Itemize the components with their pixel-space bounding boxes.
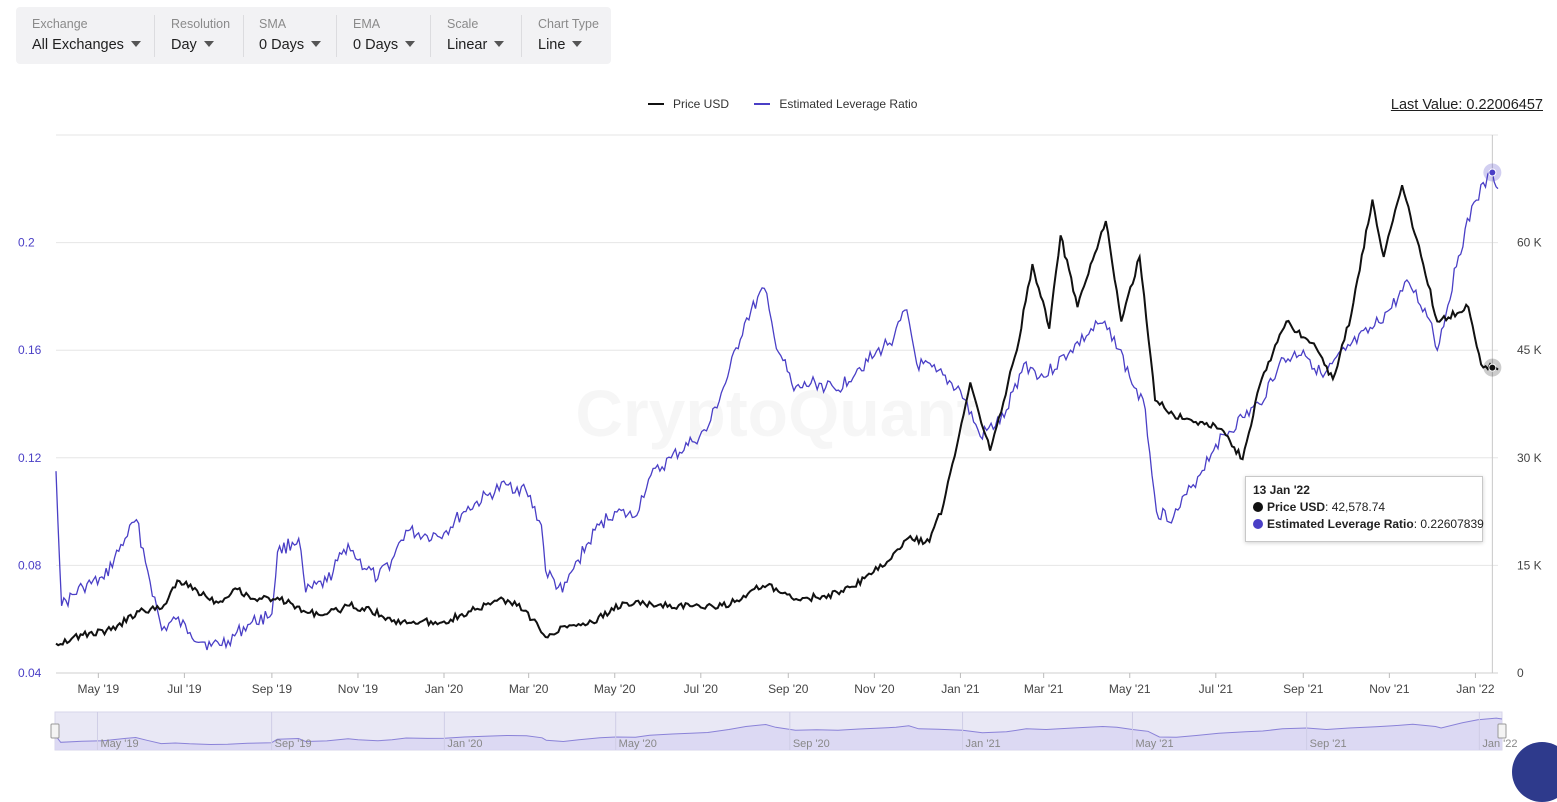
x-tick-label: Jan '22 [1456, 682, 1495, 696]
x-tick-label: Jul '21 [1199, 682, 1234, 696]
chart-legend: Price USD Estimated Leverage Ratio [648, 97, 939, 111]
x-tick-label: May '19 [78, 682, 120, 696]
y-left-tick-label: 0.16 [18, 343, 42, 357]
resolution-value: Day [171, 37, 197, 53]
navigator-tick-label: Jan '22 [1482, 738, 1517, 750]
y-left-tick-label: 0.12 [18, 451, 42, 465]
caret-down-icon [494, 41, 505, 47]
hover-marker-ratio [1488, 168, 1497, 177]
navigator-tick-label: Sep '19 [275, 738, 312, 750]
divider [336, 15, 337, 57]
tooltip-ratio-value: : 0.22607839 [1413, 517, 1484, 531]
series-line-price-usd [55, 184, 1499, 647]
ema-label: EMA [353, 17, 381, 31]
x-tick-label: May '21 [1109, 682, 1151, 696]
navigator-tick-label: Jan '21 [966, 738, 1001, 750]
y-right-tick-label: 0 [1517, 666, 1524, 680]
hover-marker-price [1488, 363, 1497, 372]
y-right-tick-label: 15 K [1517, 558, 1542, 572]
x-tick-label: Jul '20 [684, 682, 719, 696]
x-tick-label: Sep '21 [1283, 682, 1324, 696]
x-tick-label: Sep '20 [768, 682, 809, 696]
navigator-tick-label: May '20 [619, 738, 657, 750]
exchange-label: Exchange [32, 17, 88, 31]
chart-type-label: Chart Type [538, 17, 599, 31]
navigator-tick-label: Sep '20 [793, 738, 830, 750]
last-value-link[interactable]: Last Value: 0.22006457 [1390, 97, 1543, 113]
x-tick-label: Nov '19 [338, 682, 379, 696]
chart-tooltip: 13 Jan '22 Price USD: 42,578.74 Estimate… [1245, 476, 1484, 542]
legend-swatch [754, 103, 771, 105]
navigator-tick-label: May '21 [1135, 738, 1173, 750]
x-tick-label: Nov '20 [854, 682, 895, 696]
y-right-tick-label: 30 K [1517, 451, 1542, 465]
legend-label-ratio: Estimated Leverage Ratio [779, 97, 918, 111]
divider [154, 15, 155, 57]
y-left-tick-label: 0.08 [18, 558, 42, 572]
x-tick-label: Sep '19 [252, 682, 293, 696]
chart-toolbar: Exchange All Exchanges Resolution Day SM… [16, 7, 611, 64]
chart-area[interactable]: CryptoQuant 0.04 0.08 0.12 0.16 0.2 0 15 K 30 K 4… [0, 0, 1557, 770]
x-tick-label: May '20 [594, 682, 636, 696]
y-right-tick-label: 45 K [1517, 343, 1542, 357]
tooltip-date: 13 Jan '22 [1253, 483, 1310, 497]
tooltip-price-label: Price USD [1267, 500, 1326, 514]
resolution-label: Resolution [171, 17, 231, 31]
divider [430, 15, 431, 57]
navigator-line [54, 717, 1503, 746]
divider [521, 15, 522, 57]
tooltip-price-value: : 42,578.74 [1325, 500, 1386, 514]
x-tick-label: Jan '21 [941, 682, 980, 696]
chat-widget-button[interactable] [1512, 742, 1557, 802]
navigator-tick-label: Sep '21 [1310, 738, 1347, 750]
caret-down-icon [311, 41, 322, 47]
legend-label-price: Price USD [673, 97, 730, 111]
tooltip-dot [1253, 519, 1263, 529]
y-right-tick-label: 60 K [1517, 236, 1542, 250]
divider [243, 15, 244, 57]
sma-value: 0 Days [259, 37, 305, 53]
x-tick-label: Nov '21 [1369, 682, 1410, 696]
x-tick-label: Mar '21 [1024, 682, 1064, 696]
sma-label: SMA [259, 17, 287, 31]
watermark-text: CryptoQuant [575, 376, 978, 450]
x-tick-label: Jan '20 [425, 682, 464, 696]
scale-label: Scale [447, 17, 479, 31]
x-tick-label: Jul '19 [167, 682, 202, 696]
navigator-tick-label: Jan '20 [447, 738, 482, 750]
caret-down-icon [405, 41, 416, 47]
legend-item-ratio[interactable]: Estimated Leverage Ratio [754, 97, 917, 111]
legend-item-price[interactable]: Price USD [648, 97, 729, 111]
x-tick-label: Mar '20 [509, 682, 549, 696]
tooltip-dot [1253, 502, 1263, 512]
y-left-tick-label: 0.2 [18, 236, 35, 250]
series-line-estimated-leverage-ratio [55, 169, 1499, 651]
scale-value: Linear [447, 37, 488, 53]
exchange-value: All Exchanges [32, 37, 124, 53]
tooltip-row-price: Price USD: 42,578.74 [1253, 500, 1385, 514]
navigator-handle[interactable] [1497, 723, 1507, 739]
legend-swatch [648, 103, 664, 105]
y-left-tick-label: 0.04 [18, 666, 42, 680]
ema-value: 0 Days [353, 37, 399, 53]
navigator-tick-label: May '19 [100, 738, 138, 750]
tooltip-ratio-label: Estimated Leverage Ratio [1267, 517, 1414, 531]
navigator-handle[interactable] [50, 723, 60, 739]
caret-down-icon [203, 41, 214, 47]
chart-type-value: Line [538, 37, 566, 53]
tooltip-row-ratio: Estimated Leverage Ratio: 0.22607839 [1253, 517, 1484, 531]
navigator-area [55, 718, 1502, 750]
caret-down-icon [572, 41, 583, 47]
caret-down-icon [130, 41, 141, 47]
